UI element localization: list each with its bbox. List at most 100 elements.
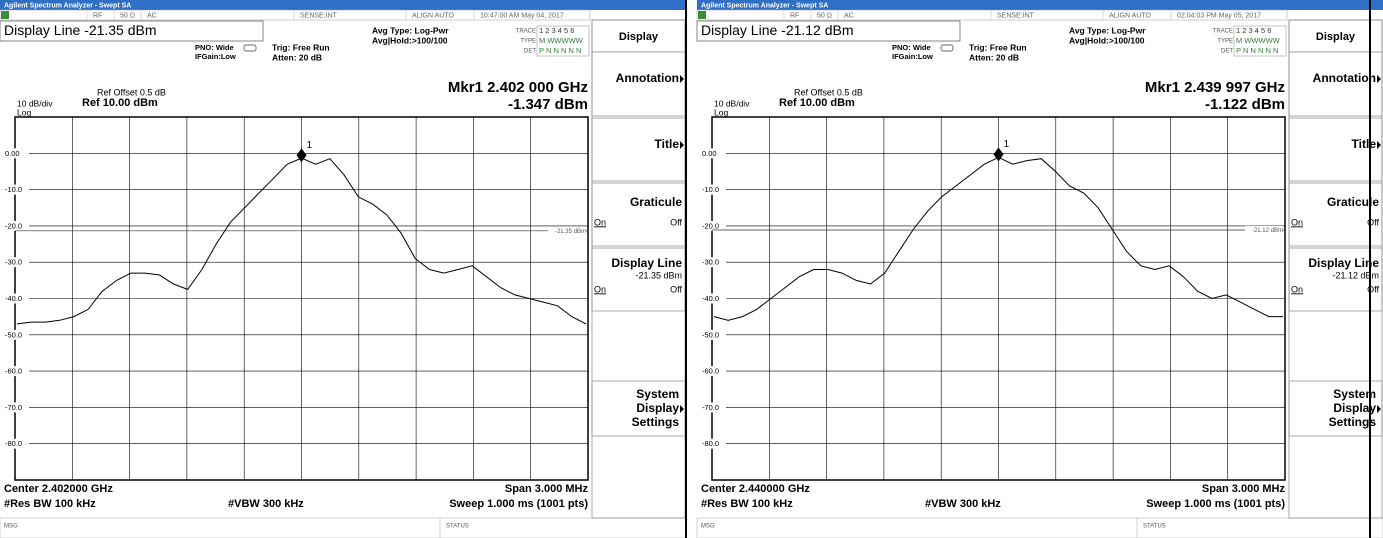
display-line-label-bg <box>1245 225 1283 234</box>
scale-type: Log <box>714 107 728 117</box>
trace-key: TRACE <box>516 29 536 35</box>
softkey[interactable] <box>591 117 686 182</box>
status-icon <box>698 11 706 19</box>
tick-label-bg <box>3 184 29 195</box>
softkey-on: On <box>1291 284 1303 294</box>
softkey-label: Display Line <box>611 256 682 270</box>
tick-label-bg <box>700 329 726 340</box>
tick-label-bg <box>3 293 29 304</box>
vbw: #VBW 300 kHz <box>228 498 304 510</box>
display-line-box <box>696 20 961 42</box>
tick-label-bg <box>3 402 29 413</box>
display-line-label-bg <box>548 226 586 235</box>
status-row <box>0 9 591 21</box>
marker-amplitude: -1.347 dBm <box>508 96 588 113</box>
display-line-readout: Display Line -21.12 dBm <box>701 22 854 38</box>
tick-label-bg <box>700 220 726 231</box>
trace-box <box>536 25 590 57</box>
y-tick-label: -10.0 <box>702 185 719 194</box>
pno: PNO: Wide <box>195 43 234 52</box>
menu-title: Display <box>1316 31 1356 43</box>
softkey[interactable] <box>591 247 686 312</box>
ifgain: IFGain:Low <box>195 52 236 61</box>
softkey-label: Display Line <box>1308 256 1379 270</box>
center-frequency: Center 2.402000 GHz <box>4 483 113 495</box>
softkey-arrow <box>1377 75 1381 83</box>
softkey[interactable] <box>1288 247 1383 312</box>
softkey-on: On <box>594 217 606 227</box>
status-text: AC <box>844 12 854 19</box>
trace-key: TYPE <box>520 39 536 45</box>
trig: Trig: Free Run <box>969 42 1027 52</box>
trace-value: P N N N N N <box>539 46 581 55</box>
marker <box>296 148 307 163</box>
trace-value: M WWWWW <box>1236 36 1281 45</box>
softkey-label: Settings <box>1329 415 1377 429</box>
status-text: ALIGN AUTO <box>412 12 454 19</box>
softkey-value: -21.35 dBm <box>635 270 682 280</box>
softkey[interactable] <box>591 380 686 437</box>
trace-value: P N N N N N <box>1236 46 1278 55</box>
softkey[interactable] <box>1288 182 1383 247</box>
status-label: STATUS <box>1143 524 1166 530</box>
tick-label-bg <box>700 257 726 268</box>
scale-label: 10 dB/div <box>17 98 53 108</box>
display-line-box <box>0 20 264 42</box>
window-title: Agilent Spectrum Analyzer - Swept SA <box>701 2 828 9</box>
tick-label-bg <box>3 148 29 159</box>
y-tick-label: -30.0 <box>702 258 719 267</box>
avg-hold: Avg|Hold:>100/100 <box>1069 35 1145 45</box>
tick-label-bg <box>3 438 29 449</box>
y-tick-label: -60.0 <box>5 367 22 376</box>
softkey-value: -21.12 dBm <box>1332 270 1379 280</box>
pno: PNO: Wide <box>892 43 931 52</box>
message-label: MSG <box>701 524 715 530</box>
status-text: AC <box>147 12 157 19</box>
tick-label-bg <box>700 148 726 159</box>
softkey[interactable] <box>591 182 686 247</box>
softkey[interactable] <box>1288 117 1383 182</box>
softkey-on: On <box>1291 217 1303 227</box>
y-tick-label: -80.0 <box>702 439 719 448</box>
status-icon <box>1 11 9 19</box>
softkey-label: Graticule <box>1327 195 1379 209</box>
softkey-arrow <box>680 141 684 149</box>
y-tick-label: -20.0 <box>702 221 719 230</box>
softkey-off: Off <box>1367 284 1379 294</box>
atten: Atten: 20 dB <box>272 52 322 62</box>
tick-label-bg <box>3 366 29 377</box>
tick-label-bg <box>700 366 726 377</box>
display-line-readout: Display Line -21.35 dBm <box>4 22 157 38</box>
status-label: STATUS <box>446 524 469 530</box>
scale-type: Log <box>17 107 31 117</box>
marker-number: 1 <box>307 140 313 151</box>
message-label: MSG <box>4 524 18 530</box>
softkey-label: System <box>1333 387 1376 401</box>
y-tick-label: -40.0 <box>702 294 719 303</box>
res-bw: #Res BW 100 kHz <box>4 498 96 510</box>
softkey[interactable] <box>1288 380 1383 437</box>
softkey[interactable] <box>591 51 686 117</box>
res-bw: #Res BW 100 kHz <box>701 498 793 510</box>
status-text: 50 Ω <box>120 12 135 19</box>
menu-frame <box>1288 19 1383 519</box>
tick-label-bg <box>700 293 726 304</box>
softkey-label: Title <box>655 137 680 151</box>
softkey-label: System <box>636 387 679 401</box>
window-title: Agilent Spectrum Analyzer - Swept SA <box>4 2 131 9</box>
softkey-label: Annotation <box>616 71 679 85</box>
title-bar <box>0 0 686 10</box>
softkey-label: Display <box>636 401 679 415</box>
avg-hold: Avg|Hold:>100/100 <box>372 35 448 45</box>
marker-frequency: Mkr1 2.402 000 GHz <box>448 79 588 96</box>
sweep: Sweep 1.000 ms (1001 pts) <box>1146 498 1285 510</box>
y-tick-label: -50.0 <box>702 330 719 339</box>
softkey-on: On <box>594 284 606 294</box>
softkey-label: Settings <box>632 415 680 429</box>
tick-label-bg <box>700 184 726 195</box>
status-text: 50 Ω <box>817 12 832 19</box>
y-tick-label: -20.0 <box>5 221 22 230</box>
softkey-label: Display <box>1333 401 1376 415</box>
scale-label: 10 dB/div <box>714 98 750 108</box>
